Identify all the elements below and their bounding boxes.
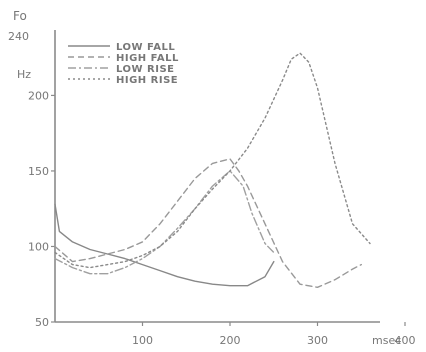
y-tick-label: 150 bbox=[28, 165, 49, 178]
legend-label: HIGH FALL bbox=[116, 53, 179, 64]
y-tick-label: 50 bbox=[35, 316, 49, 329]
x-axis-unit: msec bbox=[372, 334, 401, 347]
x-tick-label: 300 bbox=[307, 334, 328, 347]
axes bbox=[54, 30, 380, 323]
legend-label: HIGH RISE bbox=[116, 75, 178, 86]
x-tick-label: 400 bbox=[395, 334, 416, 347]
ticks: 100 200 300 400 50 100 150 200 bbox=[28, 89, 416, 347]
y-tick-label: 200 bbox=[28, 89, 49, 102]
y-top-label: 240 bbox=[8, 30, 29, 43]
x-tick-label: 200 bbox=[220, 334, 241, 347]
series-line-high-rise bbox=[54, 52, 371, 269]
y-axis-unit: Hz bbox=[17, 68, 31, 81]
legend-label: LOW FALL bbox=[116, 42, 175, 53]
series-line-low-rise bbox=[54, 170, 275, 275]
series-line-low-fall bbox=[54, 203, 275, 287]
legend-label: LOW RISE bbox=[116, 64, 174, 75]
x-tick-label: 100 bbox=[132, 334, 153, 347]
series-line-high-fall bbox=[54, 158, 362, 288]
series-lines bbox=[54, 52, 371, 288]
y-axis-title: Fo bbox=[13, 9, 27, 23]
y-tick-label: 100 bbox=[28, 240, 49, 253]
